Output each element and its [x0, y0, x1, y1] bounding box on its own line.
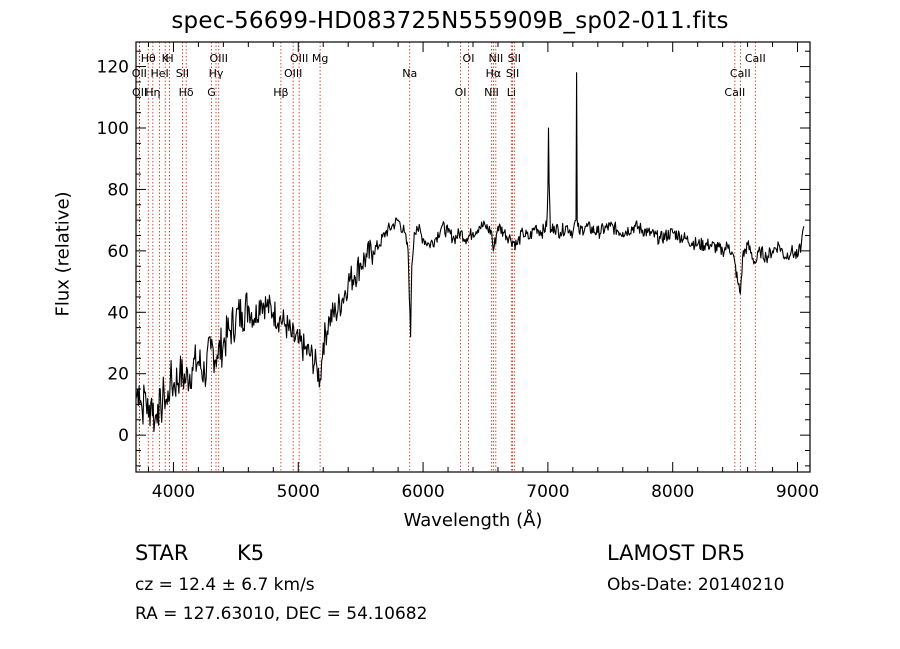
line-marker-label: CaII [724, 86, 745, 99]
x-tick-label: 6000 [401, 482, 444, 502]
line-marker-label: Hα [486, 67, 502, 80]
line-marker-label: Li [507, 86, 516, 99]
line-marker-label: SII [508, 52, 521, 65]
line-marker-label: H [165, 52, 173, 65]
axis-ticks: 4000 5000 6000 7000 8000 9000 0 20 40 60 80 100 120 [97, 42, 819, 502]
line-marker-label: OI [455, 86, 467, 99]
line-marker-label: CaII [730, 67, 751, 80]
line-marker-label: NII [484, 86, 499, 99]
plot-frame [135, 41, 811, 473]
line-marker-label: HeI [150, 67, 168, 80]
line-marker-label: Hθ [141, 52, 156, 65]
line-marker-label: Hβ [273, 86, 288, 99]
line-marker-label: Hγ [209, 67, 224, 80]
line-marker-label: OIII [284, 67, 302, 80]
y-tick-label: 20 [107, 365, 129, 385]
line-marker-label: OIII [290, 52, 308, 65]
line-marker-label: Na [402, 67, 417, 80]
x-tick-label: 8000 [651, 482, 694, 502]
x-tick-label: 4000 [152, 482, 195, 502]
line-marker-label: Hη [145, 86, 160, 99]
line-markers [138, 42, 756, 472]
chart-title: spec-56699-HD083725N555909B_sp02-011.fit… [171, 8, 729, 34]
line-marker-label: OII [132, 86, 147, 99]
line-marker-label: SII [506, 67, 519, 80]
line-marker-label: CaII [745, 52, 766, 65]
y-tick-label: 100 [97, 119, 129, 139]
y-tick-label: 60 [107, 242, 129, 262]
survey-name: LAMOST DR5 [607, 541, 746, 565]
x-axis-label: Wavelength (Å) [403, 510, 543, 531]
object-class: STAR [135, 541, 189, 565]
line-marker-label: G [207, 86, 216, 99]
line-marker-label: K [162, 52, 170, 65]
y-tick-label: 120 [97, 58, 129, 78]
line-marker-label: OII [132, 67, 147, 80]
y-tick-label: 40 [107, 303, 129, 323]
y-tick-label: 0 [118, 426, 129, 446]
line-marker-label: OIII [210, 52, 228, 65]
redshift-value: cz = 12.4 ± 6.7 km/s [135, 575, 315, 595]
line-marker-label: SII [176, 67, 189, 80]
line-marker-label: NII [488, 52, 503, 65]
ra-dec-coordinates: RA = 127.63010, DEC = 54.10682 [135, 604, 428, 624]
x-tick-label: 9000 [776, 482, 819, 502]
x-tick-label: 5000 [277, 482, 320, 502]
object-subclass: K5 [237, 541, 265, 565]
observation-date: Obs-Date: 20140210 [607, 575, 785, 595]
line-marker-label: Mg [312, 52, 328, 65]
line-marker-label: Hδ [179, 86, 194, 99]
y-axis-label: Flux (relative) [52, 191, 74, 317]
line-marker-labels: HθOIIOIIKHeIHηHSIIHδOIIIHγGOIIIOIIIHβMgN… [132, 52, 766, 99]
y-tick-label: 80 [107, 180, 129, 200]
spectrum-line [135, 72, 805, 432]
line-marker-label: OI [463, 52, 475, 65]
x-tick-label: 7000 [526, 482, 569, 502]
